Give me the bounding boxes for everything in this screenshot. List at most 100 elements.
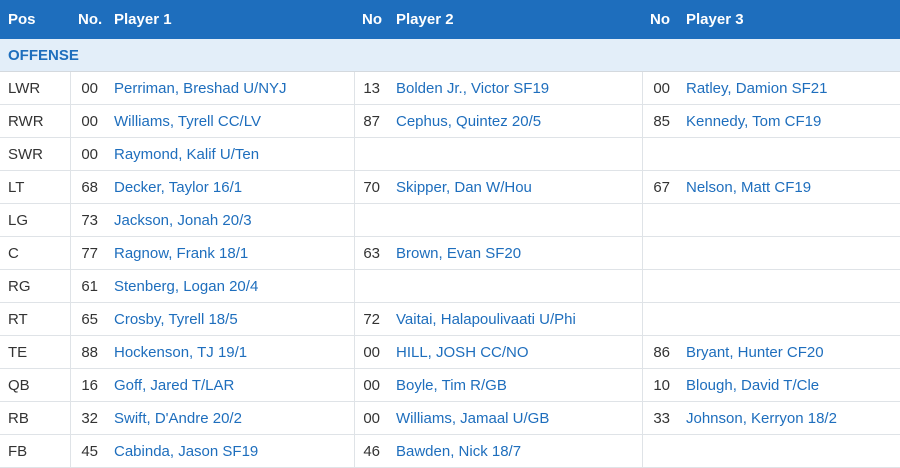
player2-number: 72 (353, 302, 388, 336)
position-cell: LT (0, 170, 70, 204)
player1-name: Stenberg, Logan 20/4 (106, 269, 354, 303)
player3-name-link[interactable]: Kennedy, Tom CF19 (686, 112, 822, 130)
player3-number (641, 269, 678, 303)
player2-number (353, 137, 388, 171)
player3-number (641, 137, 678, 171)
player3-name-link[interactable]: Nelson, Matt CF19 (686, 178, 812, 196)
player2-name: HILL, JOSH CC/NO (388, 335, 642, 369)
player2-name: Bolden Jr., Victor SF19 (388, 71, 642, 105)
position-cell: RWR (0, 104, 70, 138)
player1-name-link[interactable]: Crosby, Tyrell 18/5 (114, 310, 238, 328)
player3-name: Bryant, Hunter CF20 (678, 335, 900, 369)
player1-name-link[interactable]: Williams, Tyrell CC/LV (114, 112, 261, 130)
player3-name (678, 137, 900, 171)
player1-name: Swift, D'Andre 20/2 (106, 401, 354, 435)
header-no-2: No (354, 0, 388, 39)
player3-number (641, 236, 678, 270)
player3-name-link[interactable]: Blough, David T/Cle (686, 376, 820, 394)
table-row: FB 45 Cabinda, Jason SF19 46 Bawden, Nick 18… (0, 434, 900, 468)
player3-number: 00 (641, 71, 678, 105)
player3-name-link[interactable]: Johnson, Kerryon 18/2 (686, 409, 837, 427)
player2-name (388, 269, 642, 303)
player3-number: 85 (641, 104, 678, 138)
player1-name-link[interactable]: Goff, Jared T/LAR (114, 376, 235, 394)
table-row: RT 65 Crosby, Tyrell 18/5 72 Vaitai, Halapou… (0, 302, 900, 336)
player2-name (388, 137, 642, 171)
player1-name-link[interactable]: Decker, Taylor 16/1 (114, 178, 243, 196)
player2-number: 13 (353, 71, 388, 105)
player1-name: Decker, Taylor 16/1 (106, 170, 354, 204)
player1-name-link[interactable]: Perriman, Breshad U/NYJ (114, 79, 287, 97)
player1-name-link[interactable]: Stenberg, Logan 20/4 (114, 277, 259, 295)
player3-name-link[interactable]: Ratley, Damion SF21 (686, 79, 828, 97)
player1-number: 45 (69, 434, 106, 468)
player1-name: Jackson, Jonah 20/3 (106, 203, 354, 237)
player3-number (641, 434, 678, 468)
player3-name (678, 269, 900, 303)
player2-number: 00 (353, 335, 388, 369)
player1-name-link[interactable]: Hockenson, TJ 19/1 (114, 343, 248, 361)
player2-name-link[interactable]: Williams, Jamaal U/GB (396, 409, 550, 427)
player1-number: 00 (69, 137, 106, 171)
player3-name (678, 434, 900, 468)
player1-name-link[interactable]: Swift, D'Andre 20/2 (114, 409, 242, 427)
position-cell: RG (0, 269, 70, 303)
position-cell: FB (0, 434, 70, 468)
player1-name: Cabinda, Jason SF19 (106, 434, 354, 468)
player3-number (641, 203, 678, 237)
player1-name-link[interactable]: Ragnow, Frank 18/1 (114, 244, 249, 262)
player3-name-link[interactable]: Bryant, Hunter CF20 (686, 343, 824, 361)
player2-number: 00 (353, 368, 388, 402)
player2-name-link[interactable]: Skipper, Dan W/Hou (396, 178, 532, 196)
player3-name: Blough, David T/Cle (678, 368, 900, 402)
player2-number: 87 (353, 104, 388, 138)
header-player-3: Player 3 (678, 0, 900, 39)
player3-name (678, 236, 900, 270)
player1-name: Perriman, Breshad U/NYJ (106, 71, 354, 105)
position-cell: LWR (0, 71, 70, 105)
player2-name-link[interactable]: Bolden Jr., Victor SF19 (396, 79, 550, 97)
player1-name-link[interactable]: Cabinda, Jason SF19 (114, 442, 259, 460)
player1-number: 68 (69, 170, 106, 204)
player2-name-link[interactable]: Bawden, Nick 18/7 (396, 442, 522, 460)
header-no-1: No. (70, 0, 106, 39)
player2-number: 70 (353, 170, 388, 204)
player3-name: Ratley, Damion SF21 (678, 71, 900, 105)
player1-number: 16 (69, 368, 106, 402)
player3-name: Johnson, Kerryon 18/2 (678, 401, 900, 435)
position-cell: LG (0, 203, 70, 237)
player2-name-link[interactable]: Boyle, Tim R/GB (396, 376, 507, 394)
section-title: OFFENSE (0, 39, 900, 72)
player2-name: Brown, Evan SF20 (388, 236, 642, 270)
player2-name-link[interactable]: Vaitai, Halapoulivaati U/Phi (396, 310, 576, 328)
player2-name: Williams, Jamaal U/GB (388, 401, 642, 435)
player3-number: 10 (641, 368, 678, 402)
player1-number: 73 (69, 203, 106, 237)
header-pos: Pos (0, 0, 70, 39)
player2-name-link[interactable]: Brown, Evan SF20 (396, 244, 522, 262)
player1-name: Hockenson, TJ 19/1 (106, 335, 354, 369)
player2-name: Boyle, Tim R/GB (388, 368, 642, 402)
player1-number: 61 (69, 269, 106, 303)
player2-number: 63 (353, 236, 388, 270)
player1-number: 00 (69, 104, 106, 138)
position-cell: RB (0, 401, 70, 435)
player2-name: Vaitai, Halapoulivaati U/Phi (388, 302, 642, 336)
player1-name: Crosby, Tyrell 18/5 (106, 302, 354, 336)
player1-name-link[interactable]: Raymond, Kalif U/Ten (114, 145, 260, 163)
player2-name-link[interactable]: HILL, JOSH CC/NO (396, 343, 529, 361)
player1-number: 32 (69, 401, 106, 435)
player2-number (353, 203, 388, 237)
player2-name-link[interactable]: Cephus, Quintez 20/5 (396, 112, 542, 130)
player3-number (641, 302, 678, 336)
player1-name: Goff, Jared T/LAR (106, 368, 354, 402)
header-no-3: No (642, 0, 678, 39)
header-player-1: Player 1 (106, 0, 354, 39)
player2-number (353, 269, 388, 303)
position-cell: SWR (0, 137, 70, 171)
table-row: LG 73 Jackson, Jonah 20/3 (0, 203, 900, 237)
player1-name-link[interactable]: Jackson, Jonah 20/3 (114, 211, 252, 229)
player2-name (388, 203, 642, 237)
player1-number: 77 (69, 236, 106, 270)
position-cell: TE (0, 335, 70, 369)
